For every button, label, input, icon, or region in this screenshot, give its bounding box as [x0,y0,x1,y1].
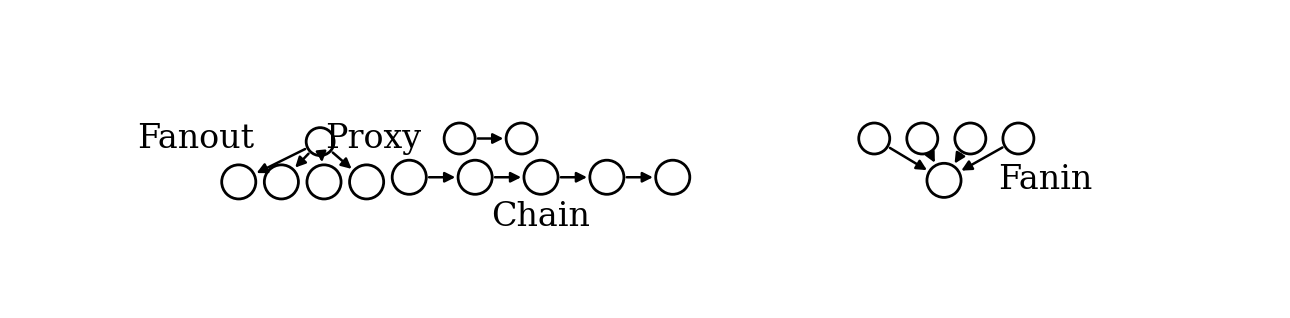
Text: Fanout: Fanout [137,122,254,155]
Circle shape [907,123,938,154]
Text: Proxy: Proxy [325,122,421,155]
Circle shape [222,165,255,199]
Circle shape [859,123,890,154]
Circle shape [264,165,298,199]
Circle shape [307,165,341,199]
Circle shape [524,160,559,194]
Circle shape [392,160,426,194]
Circle shape [928,163,961,197]
Circle shape [590,160,624,194]
Circle shape [306,128,334,156]
Circle shape [655,160,690,194]
Circle shape [444,123,475,154]
Circle shape [350,165,383,199]
Circle shape [1002,123,1033,154]
Text: Chain: Chain [491,201,591,232]
Circle shape [458,160,493,194]
Circle shape [506,123,537,154]
Circle shape [955,123,986,154]
Text: Fanin: Fanin [998,164,1093,196]
